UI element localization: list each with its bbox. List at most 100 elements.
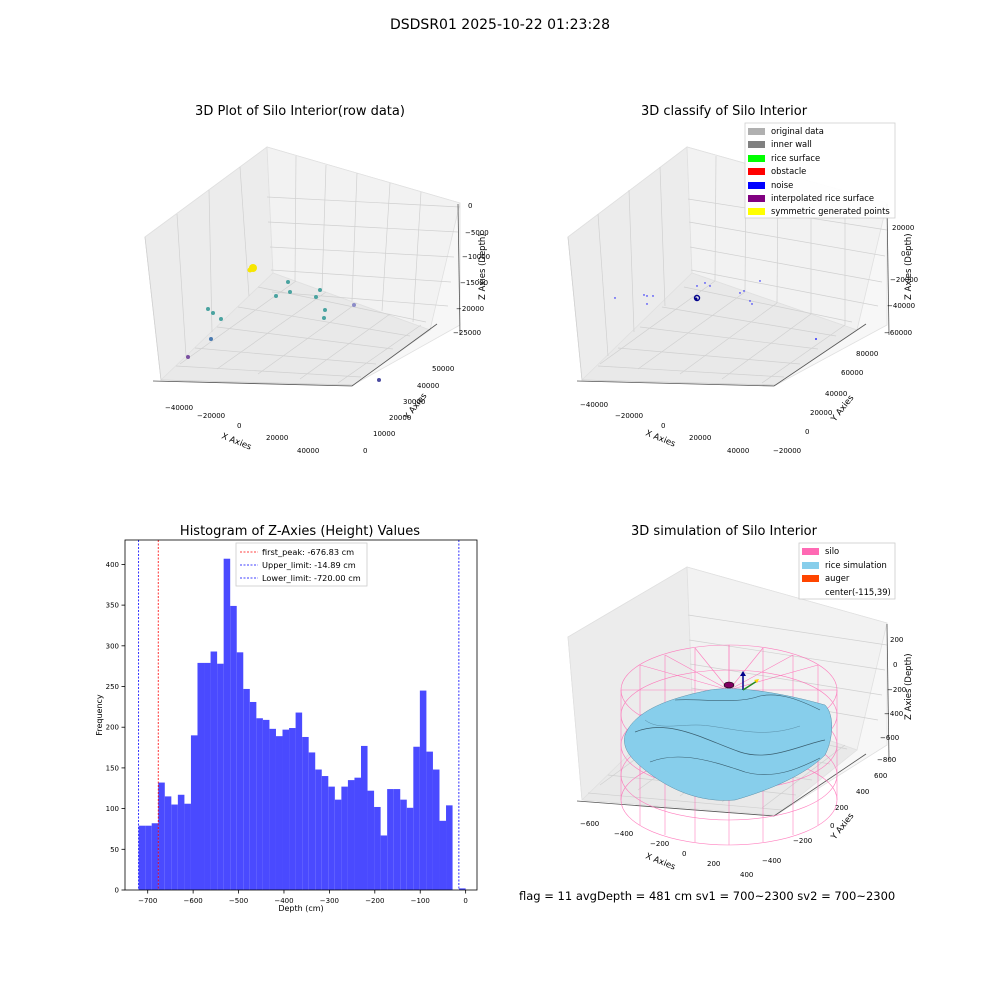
svg-text:40000: 40000 — [297, 447, 319, 455]
svg-text:−200: −200 — [793, 837, 812, 845]
legend-item-inner-wall: inner wall — [748, 138, 890, 151]
y-tick-label: 150 — [106, 764, 119, 772]
histogram-bar — [406, 807, 414, 890]
panel1-points — [186, 264, 381, 382]
svg-text:−60000: −60000 — [884, 329, 912, 337]
histogram-vlines — [138, 540, 460, 890]
histogram-yticks: 0 50 100 150 200 250 300 350 400 — [106, 561, 125, 895]
histogram-xticks: −700 −600 −500 −400 −300 −200 −100 0 — [138, 890, 468, 905]
svg-text:−20000: −20000 — [456, 305, 484, 313]
histogram-bar — [223, 558, 231, 890]
panel1-title: 3D Plot of Silo Interior(row data) — [195, 104, 405, 119]
histogram-bar — [184, 803, 191, 890]
svg-text:40000: 40000 — [727, 447, 749, 455]
panel2-xlabel: X Axies — [644, 429, 677, 450]
histogram-bar — [249, 701, 257, 890]
svg-text:50000: 50000 — [432, 365, 454, 373]
legend-item-rice-simulation: rice simulation — [802, 559, 891, 573]
histogram-bar — [439, 820, 447, 890]
legend-item-rice-surface: rice surface — [748, 152, 890, 165]
panel2-plot: −40000 −20000 0 20000 40000 −20000 0 20000 4… — [567, 122, 918, 455]
histogram-bar — [262, 719, 270, 890]
histogram-bar — [236, 652, 244, 890]
histogram-bar — [419, 690, 427, 890]
histogram-bar — [367, 790, 375, 890]
y-tick-label: 350 — [106, 602, 119, 610]
histogram-bar — [230, 605, 237, 890]
panel4-plot: −600 −400 −200 0 200 400 −400 −200 0 200 400 6… — [567, 542, 914, 879]
histogram-bar — [446, 805, 453, 890]
histogram-bar — [171, 804, 178, 890]
svg-text:0: 0 — [468, 202, 472, 210]
panel2-points — [614, 280, 817, 340]
legend-lower-limit: Lower_limit: -720.00 cm — [262, 573, 361, 583]
histogram-bar — [197, 662, 205, 890]
svg-text:0: 0 — [682, 850, 686, 858]
svg-text:200: 200 — [707, 860, 720, 868]
legend-swatch — [748, 154, 765, 162]
x-tick-label: −200 — [365, 897, 384, 905]
x-tick-label: −100 — [411, 897, 430, 905]
legend-swatch — [748, 181, 765, 189]
y-tick-label: 100 — [106, 805, 119, 813]
svg-text:60000: 60000 — [841, 369, 863, 377]
histogram-bar — [413, 746, 420, 890]
svg-text:0: 0 — [901, 250, 905, 258]
svg-text:0: 0 — [893, 661, 897, 669]
svg-text:−5000: −5000 — [465, 229, 489, 237]
histogram-bar — [177, 794, 185, 890]
legend-swatch — [802, 561, 819, 569]
legend-swatch — [748, 168, 765, 176]
legend-item-center: center(-115,39) — [825, 586, 891, 597]
histogram-bar — [308, 752, 316, 890]
x-tick-label: −700 — [138, 897, 157, 905]
svg-text:10000: 10000 — [373, 430, 395, 438]
panel1-zlabel: Z Axies (Depth) — [478, 233, 488, 300]
histogram-bar — [204, 662, 211, 890]
svg-text:400: 400 — [740, 871, 753, 879]
legend-item-original-data: original data — [748, 125, 890, 138]
histogram-bar — [432, 769, 440, 890]
legend-swatch — [748, 208, 765, 216]
x-tick-label: −300 — [320, 897, 339, 905]
histogram-bar — [459, 888, 466, 890]
histogram-bar — [360, 745, 368, 890]
panel4-legend-box — [798, 542, 896, 600]
svg-text:−40000: −40000 — [165, 404, 193, 412]
svg-text:−20000: −20000 — [615, 412, 643, 420]
svg-text:−40000: −40000 — [580, 401, 608, 409]
svg-text:−20000: −20000 — [773, 447, 801, 455]
x-tick-label: −600 — [184, 897, 203, 905]
y-tick-label: 300 — [106, 642, 119, 650]
histogram-bar — [190, 735, 198, 890]
svg-text:40000: 40000 — [825, 390, 847, 398]
svg-text:−600: −600 — [580, 820, 599, 828]
legend-item-noise: noise — [748, 179, 890, 192]
svg-text:20000: 20000 — [389, 414, 411, 422]
histogram-bar — [315, 769, 322, 890]
svg-text:0: 0 — [661, 422, 665, 430]
svg-text:−200: −200 — [887, 686, 906, 694]
svg-text:−10000: −10000 — [462, 253, 490, 261]
histogram-bar — [334, 799, 342, 890]
y-tick-label: 250 — [106, 683, 119, 691]
svg-text:20000: 20000 — [266, 434, 288, 442]
histogram-bar — [347, 780, 355, 890]
histogram-bar — [295, 712, 303, 890]
histogram-legend-box — [235, 542, 368, 587]
histogram-bar — [289, 728, 296, 890]
histogram-bar — [243, 688, 250, 890]
panel1-plot: −40000 −20000 0 20000 40000 0 10000 20000 30… — [144, 146, 490, 455]
rice-surface — [624, 688, 832, 801]
histogram-xlabel: Depth (cm) — [278, 904, 323, 913]
legend-item-auger: auger — [802, 572, 891, 586]
panel1-xlabel: X Axies — [220, 432, 253, 453]
svg-text:0: 0 — [805, 428, 809, 436]
y-tick-label: 200 — [106, 724, 119, 732]
histogram-bar — [138, 825, 146, 890]
histogram-bar — [400, 799, 407, 890]
panel2-legend — [744, 122, 896, 219]
legend-item-silo: silo — [802, 545, 891, 559]
legend-swatch — [802, 548, 819, 555]
svg-text:0: 0 — [237, 422, 241, 430]
